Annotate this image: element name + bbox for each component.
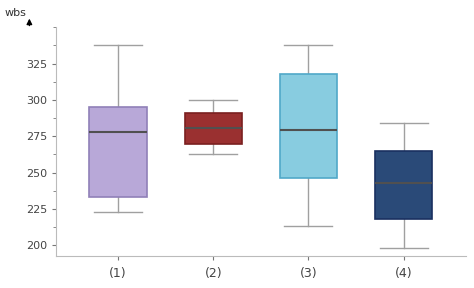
Bar xyxy=(184,113,242,143)
Bar xyxy=(90,107,146,197)
Bar xyxy=(280,74,337,179)
Bar xyxy=(375,151,432,219)
Text: wbs: wbs xyxy=(4,8,26,18)
